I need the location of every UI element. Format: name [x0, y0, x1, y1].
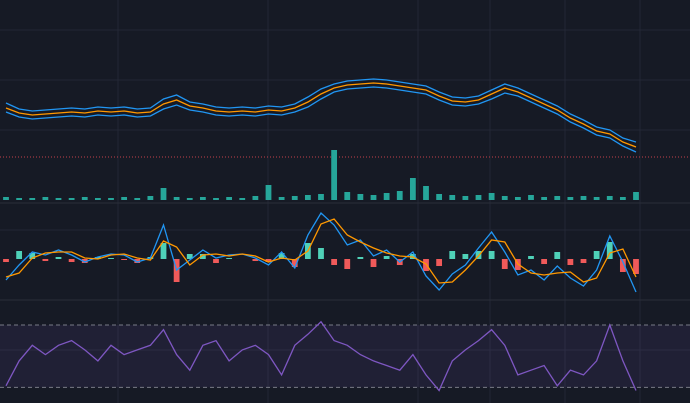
bar [383, 256, 390, 259]
level-band [0, 324, 690, 388]
bar [567, 197, 574, 200]
bar [619, 197, 626, 200]
bar [186, 254, 193, 259]
bar [619, 259, 626, 272]
bar [239, 198, 246, 200]
bar [3, 197, 9, 200]
bar [121, 259, 128, 260]
bar [318, 194, 324, 200]
bar [396, 191, 403, 200]
bar [501, 196, 508, 200]
bar [173, 197, 180, 200]
bar [121, 197, 128, 200]
bar [29, 198, 36, 200]
bar [449, 195, 456, 200]
bar [606, 196, 613, 200]
bar [226, 258, 233, 259]
bar [528, 256, 534, 259]
bar [278, 197, 285, 200]
bar [186, 198, 193, 200]
bar [252, 259, 259, 261]
bar [541, 259, 548, 264]
bar [528, 195, 534, 200]
bar [16, 198, 23, 200]
bar [55, 257, 62, 259]
bar [580, 259, 587, 263]
bar [291, 196, 298, 200]
bar [252, 196, 259, 200]
bar [344, 192, 351, 200]
bar [318, 248, 324, 259]
bar [436, 259, 443, 266]
bar [55, 198, 62, 200]
bar [160, 243, 167, 259]
bar [475, 195, 482, 200]
bar [514, 197, 521, 200]
bar [501, 259, 508, 269]
bar [81, 197, 88, 200]
bar [213, 198, 219, 200]
bar [331, 150, 338, 200]
bar [580, 196, 587, 200]
bar [265, 185, 272, 200]
lower-line [5, 86, 637, 153]
bar [383, 193, 390, 200]
macd-line [5, 211, 637, 293]
bar [436, 194, 443, 200]
signal-line [5, 218, 637, 284]
bar [449, 251, 456, 259]
bar [94, 257, 101, 259]
bar [108, 258, 114, 259]
bar [344, 259, 351, 269]
bar [593, 251, 600, 259]
bar [199, 197, 206, 200]
bar [593, 197, 600, 200]
bar [68, 259, 75, 262]
bar [370, 259, 377, 267]
bar [42, 197, 49, 200]
bar [278, 253, 285, 259]
bar [68, 198, 75, 200]
bar [213, 259, 219, 263]
bar [147, 196, 154, 200]
bar [462, 196, 469, 200]
bar [304, 195, 311, 200]
bar [423, 186, 429, 200]
bar [42, 259, 49, 261]
middle-line [5, 82, 637, 148]
bar [134, 198, 141, 200]
bar [265, 259, 272, 262]
bar [160, 188, 167, 200]
bar [108, 198, 114, 200]
bar [331, 259, 338, 265]
bar [606, 242, 613, 259]
bar [3, 259, 9, 262]
bar [81, 259, 88, 263]
rsi-line [5, 320, 637, 392]
bar [554, 196, 561, 200]
bar [567, 259, 574, 265]
bar [29, 253, 36, 259]
bar [370, 195, 377, 200]
bar [554, 252, 561, 259]
bar [633, 192, 639, 200]
bar [541, 197, 548, 200]
bar [462, 254, 469, 259]
bar [16, 251, 23, 259]
bar [357, 257, 364, 259]
upper-line [5, 78, 637, 143]
bar [357, 194, 364, 200]
bar [226, 197, 233, 200]
bar [409, 178, 416, 200]
bar [199, 254, 206, 259]
bar [291, 259, 298, 267]
bar [488, 251, 495, 259]
bar [633, 259, 639, 274]
bar [488, 193, 495, 200]
bar [134, 259, 141, 263]
bar [94, 198, 101, 200]
